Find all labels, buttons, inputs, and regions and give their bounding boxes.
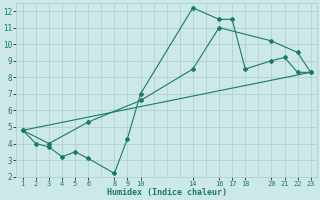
X-axis label: Humidex (Indice chaleur): Humidex (Indice chaleur)	[107, 188, 227, 197]
